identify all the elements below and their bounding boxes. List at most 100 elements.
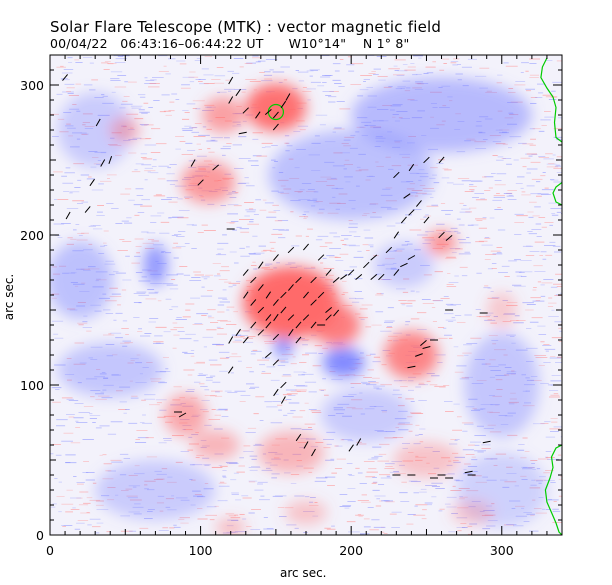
positive-polarity-region xyxy=(202,97,245,133)
field-vector xyxy=(235,328,241,337)
positive-polarity-region xyxy=(312,304,361,346)
x-tick-label: 0 xyxy=(46,543,54,558)
field-vector xyxy=(285,93,291,101)
negative-polarity-region xyxy=(50,241,114,319)
limb-contour xyxy=(540,57,562,143)
field-vector xyxy=(317,254,325,261)
field-vector xyxy=(393,231,400,239)
field-vector xyxy=(62,74,68,81)
field-vector xyxy=(265,321,272,329)
field-vector xyxy=(464,470,473,474)
figure-title: Solar Flare Telescope (MTK) : vector mag… xyxy=(50,18,442,36)
field-vector xyxy=(370,254,378,261)
y-tick-label: 0 xyxy=(36,528,44,543)
field-vector xyxy=(400,216,407,224)
field-vector xyxy=(325,314,332,321)
negative-polarity-region xyxy=(143,244,168,286)
field-vector xyxy=(311,448,316,457)
field-vector xyxy=(416,200,422,207)
field-vector xyxy=(408,163,415,172)
field-vector xyxy=(303,243,309,251)
field-vector xyxy=(403,193,411,199)
field-vector xyxy=(356,438,362,446)
field-vector xyxy=(228,76,234,85)
field-vector xyxy=(422,346,431,349)
field-vector xyxy=(264,109,272,115)
positive-polarity-region xyxy=(215,518,246,535)
transverse-field-vectors xyxy=(62,74,491,479)
field-vector xyxy=(317,291,325,299)
positive-polarity-region xyxy=(257,431,325,474)
field-vector xyxy=(333,309,340,317)
field-vector xyxy=(258,261,264,269)
field-vector xyxy=(273,388,279,397)
field-vector xyxy=(423,156,430,164)
field-vector xyxy=(280,396,286,404)
field-vector xyxy=(273,313,279,322)
field-vector xyxy=(288,284,294,291)
field-vector xyxy=(295,276,302,284)
field-vector xyxy=(363,261,370,269)
field-vector xyxy=(95,118,101,127)
field-vector xyxy=(438,231,445,239)
field-vector xyxy=(257,306,265,314)
field-vector xyxy=(325,269,332,276)
field-vector xyxy=(272,299,279,306)
negative-polarity-region xyxy=(322,347,365,378)
y-tick-label: 300 xyxy=(20,78,44,93)
field-vector xyxy=(272,123,279,131)
field-vector xyxy=(408,209,415,216)
field-vector xyxy=(257,329,265,336)
field-vector xyxy=(302,314,310,321)
negative-polarity-region xyxy=(57,343,163,397)
field-vector xyxy=(250,276,257,284)
y-tick-label: 200 xyxy=(20,228,44,243)
positive-polarity-region xyxy=(164,394,207,436)
field-vector xyxy=(228,336,234,344)
axis-ticks: 0 100 200 300 0 100 200 300 xyxy=(20,54,563,558)
negative-polarity-region xyxy=(464,332,540,438)
field-vector xyxy=(264,352,272,358)
field-vector xyxy=(385,246,393,254)
field-vector xyxy=(228,96,234,104)
limb-contour xyxy=(544,444,562,535)
field-vector xyxy=(250,321,257,329)
field-vector xyxy=(393,171,400,179)
field-vector xyxy=(423,216,430,224)
field-vector xyxy=(265,291,272,299)
field-vector xyxy=(272,333,280,341)
plot-area xyxy=(50,55,562,535)
field-vector xyxy=(280,306,287,314)
field-vector xyxy=(242,269,249,276)
field-vector xyxy=(108,156,113,164)
negative-polarity-region xyxy=(321,388,412,442)
field-vector xyxy=(400,262,408,268)
x-tick-label: 300 xyxy=(490,543,514,558)
field-vector xyxy=(310,321,317,329)
field-vector xyxy=(340,274,348,280)
field-vector xyxy=(242,107,249,114)
field-vector xyxy=(235,88,241,97)
field-vector xyxy=(295,321,302,329)
field-vector xyxy=(280,291,287,299)
field-vector xyxy=(178,412,187,418)
observation-info: 00/04/22 06:43:16–06:44:22 UT W10°14" N … xyxy=(50,36,410,51)
field-vector xyxy=(287,246,295,254)
positive-polarity-region xyxy=(450,500,493,525)
field-vector xyxy=(227,366,234,374)
positive-polarity-region xyxy=(393,442,460,478)
field-vector xyxy=(407,365,416,369)
field-vector xyxy=(280,381,287,389)
field-vector xyxy=(242,336,249,344)
field-vector xyxy=(303,291,309,299)
positive-polarity-region xyxy=(245,83,306,132)
positive-polarity-region xyxy=(486,292,517,328)
field-vector xyxy=(280,100,287,109)
positive-polarity-region xyxy=(110,118,141,142)
positive-polarity-region xyxy=(284,500,328,525)
field-vector xyxy=(295,336,302,344)
field-vector xyxy=(310,299,317,306)
field-vector xyxy=(190,159,196,167)
